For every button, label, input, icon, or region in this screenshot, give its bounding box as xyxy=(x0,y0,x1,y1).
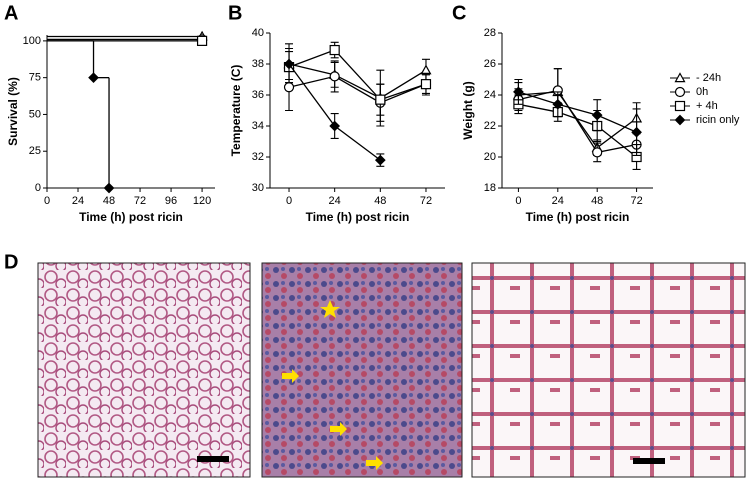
y-tick-label: 38 xyxy=(252,58,264,70)
y-axis-label: Temperature (C) xyxy=(229,65,243,157)
x-axis-label: Time (h) post ricin xyxy=(526,210,630,224)
y-tick-label: 34 xyxy=(252,120,264,132)
x-tick-label: 96 xyxy=(165,195,177,207)
x-tick-label: 24 xyxy=(329,195,341,207)
marker xyxy=(103,182,115,194)
marker xyxy=(591,109,603,121)
marker xyxy=(329,71,340,82)
y-tick-label: 26 xyxy=(484,58,496,70)
arrow-marker xyxy=(366,456,383,470)
series-line xyxy=(518,91,637,133)
marker xyxy=(513,86,524,98)
marker xyxy=(374,154,386,166)
marker xyxy=(674,100,686,112)
x-tick-label: 72 xyxy=(134,195,146,207)
panel-label: B xyxy=(228,2,242,24)
marker xyxy=(283,82,295,93)
y-tick-label: 100 xyxy=(23,35,41,47)
scale-bar xyxy=(633,458,665,464)
y-axis-label: Weight (g) xyxy=(461,81,475,139)
series-line xyxy=(288,49,427,101)
legend-label: ricin only xyxy=(696,114,740,126)
micrograph xyxy=(37,262,251,478)
x-tick-label: 0 xyxy=(44,195,50,207)
micrographs xyxy=(37,262,746,478)
star-marker xyxy=(320,300,340,318)
micrograph xyxy=(471,262,746,478)
marker xyxy=(674,72,686,83)
legend-label: 0h xyxy=(696,86,708,98)
x-tick-label: 48 xyxy=(103,195,115,207)
x-tick-label: 72 xyxy=(420,195,432,207)
marker xyxy=(88,72,99,84)
marker xyxy=(196,35,208,46)
series-line xyxy=(288,75,427,104)
x-tick-label: 120 xyxy=(193,195,211,207)
legend-label: + 4h xyxy=(696,100,718,112)
series-line xyxy=(288,63,427,99)
x-tick-label: 24 xyxy=(552,195,564,207)
y-tick-label: 75 xyxy=(29,72,41,84)
x-axis-label: Time (h) post ricin xyxy=(306,210,410,224)
x-tick-label: 24 xyxy=(72,195,84,207)
marker xyxy=(420,79,432,90)
micrograph xyxy=(261,262,463,478)
y-tick-label: 22 xyxy=(484,120,496,132)
y-tick-label: 25 xyxy=(29,145,41,157)
x-tick-label: 48 xyxy=(374,195,386,207)
legend-label: - 24h xyxy=(696,72,721,84)
x-tick-label: 0 xyxy=(286,195,292,207)
marker xyxy=(592,147,603,158)
y-tick-label: 32 xyxy=(252,151,264,163)
y-tick-label: 20 xyxy=(484,151,496,163)
marker xyxy=(552,98,564,110)
marker xyxy=(329,120,341,132)
x-tick-label: 48 xyxy=(591,195,603,207)
marker xyxy=(375,94,386,105)
y-tick-label: 0 xyxy=(35,182,41,194)
marker xyxy=(420,64,432,75)
panel-label: A xyxy=(4,2,18,24)
y-tick-label: 40 xyxy=(252,27,264,39)
series-line xyxy=(518,103,637,158)
x-tick-label: 72 xyxy=(630,195,642,207)
arrow-marker xyxy=(282,369,299,383)
y-axis-label: Survival (%) xyxy=(6,77,20,146)
marker xyxy=(674,114,686,126)
arrow-marker xyxy=(330,422,347,436)
scale-bar xyxy=(197,456,229,462)
panel-label: D xyxy=(4,251,18,273)
series-line xyxy=(518,91,637,149)
y-tick-label: 24 xyxy=(484,89,496,101)
y-tick-label: 50 xyxy=(29,108,41,120)
y-tick-label: 28 xyxy=(484,27,496,39)
panel-label: C xyxy=(452,2,466,24)
x-axis-label: Time (h) post ricin xyxy=(79,210,183,224)
marker xyxy=(631,126,642,138)
x-tick-label: 0 xyxy=(515,195,521,207)
y-tick-label: 36 xyxy=(252,89,264,101)
y-tick-label: 30 xyxy=(252,182,264,194)
series-line xyxy=(518,89,637,154)
marker xyxy=(329,44,340,56)
marker xyxy=(283,58,295,70)
y-tick-label: 18 xyxy=(484,182,496,194)
marker xyxy=(674,86,686,98)
